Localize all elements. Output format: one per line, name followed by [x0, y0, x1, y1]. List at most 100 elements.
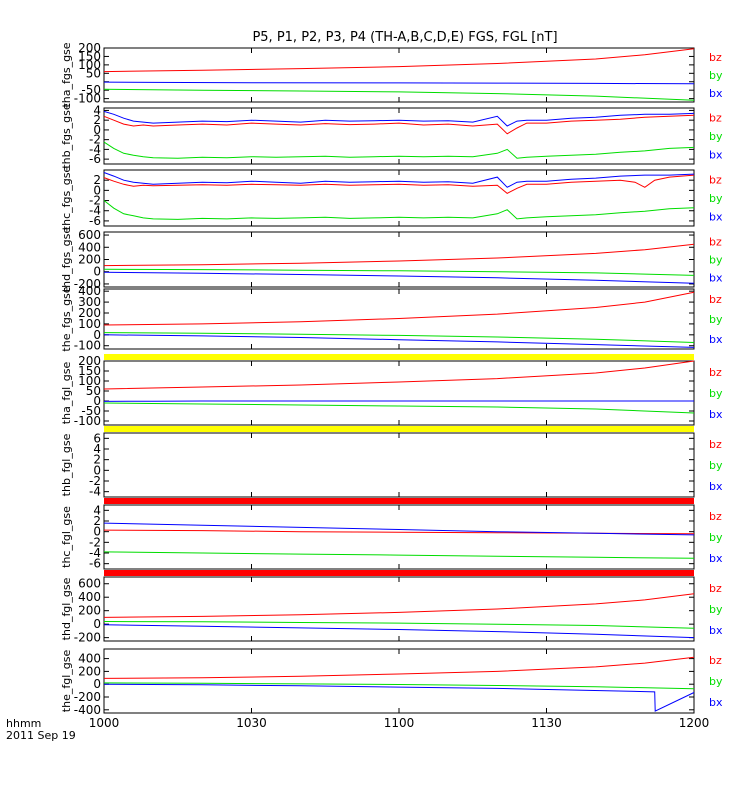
- ytick-label: 300: [78, 295, 101, 309]
- legend-bz: bz: [709, 582, 722, 595]
- series-line-bz: [103, 243, 695, 267]
- panel-ylabel: the_fgs_gse: [60, 286, 73, 351]
- series-line-bx: [103, 522, 695, 536]
- ytick-label: 0: [93, 265, 101, 279]
- panel-ylabel: thb_fgs_gse: [60, 103, 73, 169]
- ytick-label: 600: [78, 577, 101, 591]
- legend-bz: bz: [709, 112, 722, 125]
- legend-bx: bx: [709, 210, 723, 223]
- ytick-label: 0: [93, 394, 101, 408]
- legend-bx: bx: [709, 148, 723, 161]
- ytick-label: 2: [93, 113, 101, 127]
- series-line-bz: [103, 291, 695, 326]
- panel-ylabel: thc_fgs_gse: [60, 166, 73, 231]
- ytick-label: 150: [78, 49, 101, 63]
- ytick-label: 2: [93, 453, 101, 467]
- panel-ylabel: thb_fgl_gse: [60, 433, 73, 496]
- ytick-label: 400: [78, 590, 101, 604]
- series-line-bx: [103, 172, 695, 188]
- series-line-bz: [103, 360, 695, 390]
- series-line-bx: [103, 624, 695, 639]
- ytick-label: 200: [78, 354, 101, 368]
- series-line-bz: [103, 656, 695, 679]
- panel-frame: [103, 231, 695, 288]
- legend-bz: bz: [709, 366, 722, 379]
- series-line-by: [103, 621, 695, 629]
- panel-ylabel: tha_fgl_gse: [60, 362, 73, 425]
- legend-bz: bz: [709, 510, 722, 523]
- legend-by: by: [709, 254, 723, 267]
- ytick-label: 4: [93, 442, 101, 456]
- legend-bx: bx: [709, 552, 723, 565]
- xtick-label: 1030: [236, 716, 267, 730]
- ytick-label: -200: [74, 690, 101, 704]
- status-bar-red: [104, 498, 694, 504]
- panel-ylabel: thc_fgl_gse: [60, 506, 73, 568]
- series-line-by: [103, 682, 695, 690]
- ytick-label: 0: [93, 525, 101, 539]
- legend-bz: bz: [709, 51, 722, 64]
- series-line-by: [103, 200, 695, 220]
- legend-bz: bz: [709, 654, 722, 667]
- legend-by: by: [709, 387, 723, 400]
- legend-bx: bx: [709, 480, 723, 493]
- ytick-label: 400: [78, 652, 101, 666]
- ytick-label: 200: [78, 604, 101, 618]
- ytick-label: 200: [78, 664, 101, 678]
- series-line-bx: [103, 334, 695, 348]
- legend-by: by: [709, 531, 723, 544]
- series-line-bz: [103, 48, 695, 73]
- legend-by: by: [709, 192, 723, 205]
- ytick-label: -200: [74, 631, 101, 645]
- ytick-label: -2: [89, 194, 101, 208]
- xtick-label: 1130: [531, 716, 562, 730]
- ytick-label: -4: [89, 204, 101, 218]
- ytick-label: 4: [93, 103, 101, 117]
- status-bar-red: [104, 570, 694, 576]
- panel-ylabel: tha_fgs_gse: [60, 42, 73, 107]
- ytick-label: -2: [89, 474, 101, 488]
- legend-by: by: [709, 130, 723, 143]
- ytick-label: 150: [78, 364, 101, 378]
- ytick-label: -4: [89, 546, 101, 560]
- series-line-bx: [103, 81, 695, 85]
- panel-ylabel: thd_fgs_gse: [60, 227, 73, 293]
- series-line-bx: [103, 271, 695, 284]
- series-line-by: [103, 141, 695, 159]
- ytick-label: 400: [78, 240, 101, 254]
- ytick-label: -4: [89, 142, 101, 156]
- ytick-label: 0: [93, 677, 101, 691]
- ytick-label: 0: [93, 617, 101, 631]
- ytick-label: 4: [93, 503, 101, 517]
- ytick-label: -100: [74, 414, 101, 428]
- ytick-label: 400: [78, 284, 101, 298]
- ytick-label: -400: [74, 703, 101, 717]
- ytick-label: 6: [93, 431, 101, 445]
- ytick-label: 2: [93, 173, 101, 187]
- series-line-bz: [103, 174, 695, 194]
- series-line-bx: [103, 110, 695, 127]
- xtick-label: 1200: [679, 716, 710, 730]
- ytick-label: 100: [78, 58, 101, 72]
- series-line-by: [103, 551, 695, 559]
- ytick-label: 200: [78, 306, 101, 320]
- ytick-label: 50: [86, 384, 101, 398]
- ytick-label: 2: [93, 514, 101, 528]
- panel-frame: [103, 504, 695, 570]
- ytick-label: -6: [89, 214, 101, 228]
- panel-frame: [103, 360, 695, 426]
- status-bar-yellow: [104, 354, 694, 360]
- chart-title: P5, P1, P2, P3, P4 (TH-A,B,C,D,E) FGS, F…: [252, 30, 557, 45]
- panel-frame: [103, 47, 695, 103]
- legend-by: by: [709, 603, 723, 616]
- series-line-by: [103, 402, 695, 414]
- status-bar-yellow: [104, 426, 694, 432]
- ytick-label: -100: [74, 339, 101, 353]
